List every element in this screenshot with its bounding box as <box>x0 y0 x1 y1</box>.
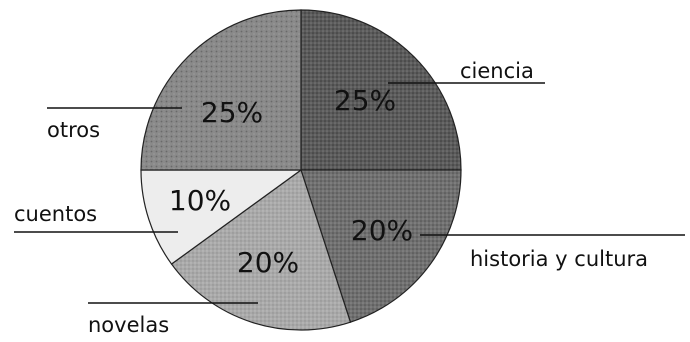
slice-value-label: 25% <box>334 84 396 117</box>
pie-slice-ciencia <box>300 9 462 171</box>
slice-value-label: 20% <box>351 214 413 247</box>
slice-value-label: 25% <box>201 96 263 129</box>
slice-category-label: cuentos <box>14 202 97 226</box>
slice-category-label: ciencia <box>460 59 534 83</box>
slice-category-label: novelas <box>88 313 169 337</box>
slice-value-label: 10% <box>169 184 231 217</box>
pie-slice-novelas <box>170 169 352 331</box>
slice-category-label: otros <box>47 118 100 142</box>
pie-slice-otros <box>140 9 302 171</box>
pie-slice-historia-y-cultura <box>300 169 462 323</box>
slice-value-label: 20% <box>237 246 299 279</box>
slice-category-label: historia y cultura <box>470 247 648 271</box>
pie-slice-cuentos <box>140 169 303 265</box>
